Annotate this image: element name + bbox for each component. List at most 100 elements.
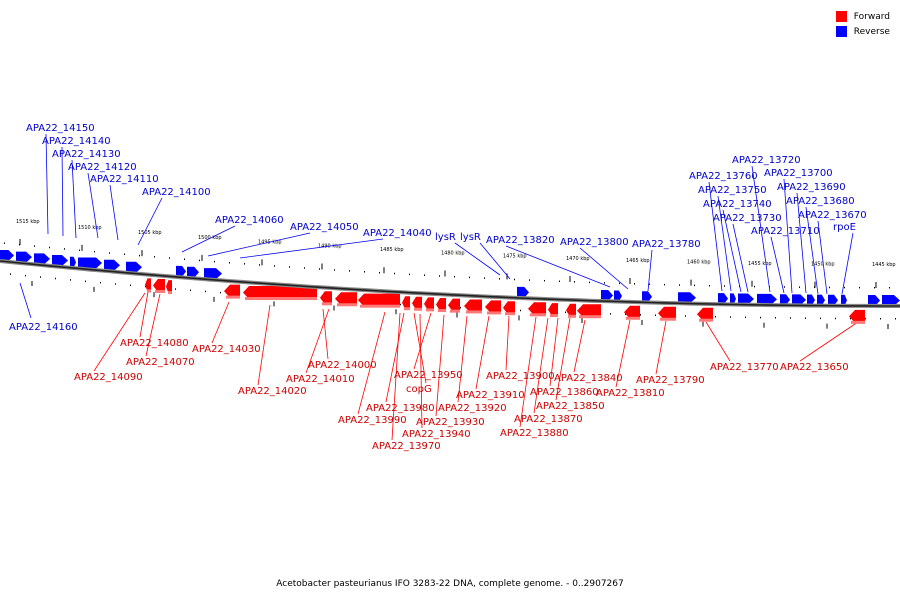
scale-dot-lower	[460, 306, 461, 309]
reverse-gene-box	[78, 257, 102, 269]
reverse-gene-box	[817, 294, 825, 306]
forward-gene-box	[503, 301, 515, 315]
scale-dot-lower	[895, 317, 896, 320]
forward-gene-box	[528, 302, 546, 316]
forward-leader-line	[139, 291, 149, 338]
scale-dot-upper	[559, 280, 560, 283]
reverse-gene-box	[204, 268, 222, 280]
scale-dot-upper	[694, 284, 695, 287]
reverse-gene-label: APA22_13780	[632, 239, 701, 250]
forward-gene-box	[697, 307, 713, 321]
reverse-leader-line	[61, 146, 64, 237]
forward-gene-label: APA22_13850	[536, 401, 605, 412]
legend-reverse: Reverse	[835, 24, 890, 39]
scale-dot-upper	[529, 279, 530, 281]
scale-label: 1450 kbp	[811, 262, 835, 268]
forward-leader-line	[211, 301, 230, 344]
forward-leader-line	[505, 315, 510, 371]
reverse-gene-label: APA22_14060	[215, 215, 284, 226]
forward-gene-box	[548, 303, 558, 317]
reverse-gene-label: APA22_14110	[90, 174, 159, 185]
gene-features	[0, 250, 900, 324]
forward-gene-shadow	[426, 308, 434, 312]
forward-gene-shadow	[322, 302, 332, 306]
reverse-gene-label: APA22_14150	[26, 123, 95, 134]
reverse-gene-label: APA22_13690	[777, 182, 846, 193]
forward-gene-label: APA22_14080	[120, 338, 189, 349]
scale-dot-upper	[499, 278, 500, 280]
scale-dot-upper	[454, 275, 455, 278]
reverse-leader-line	[109, 184, 119, 241]
scale-dot-upper	[319, 268, 320, 270]
scale-dot-upper	[214, 260, 215, 263]
scale-dot-upper	[724, 285, 725, 287]
forward-gene-shadow	[851, 320, 865, 324]
scale-dot-upper	[274, 265, 275, 267]
reverse-gene-box	[642, 291, 652, 303]
scale-dot-upper	[589, 281, 590, 284]
forward-gene-shadow	[438, 309, 446, 313]
scale-dot-upper	[574, 281, 575, 283]
forward-leader-line	[322, 308, 329, 360]
scale-dot-upper	[199, 259, 200, 262]
scale-dot-upper	[709, 284, 710, 287]
legend-forward: Forward	[835, 9, 890, 24]
scale-dot-upper	[49, 246, 50, 249]
forward-gene-shadow	[699, 318, 713, 322]
scale-dot-upper	[634, 283, 635, 285]
forward-gene-shadow	[168, 291, 172, 295]
reverse-gene-label: APA22_13670	[798, 210, 867, 221]
scale-dot-upper	[154, 256, 155, 258]
reverse-leader-line	[71, 159, 77, 239]
reverse-gene-label: APA22_14160	[9, 322, 78, 333]
scale-label: 1480 kbp	[441, 250, 465, 256]
forward-gene-box	[577, 304, 601, 318]
forward-gene-shadow	[155, 289, 165, 293]
genome-caption: Acetobacter pasteurianus IFO 3283-22 DNA…	[276, 579, 624, 589]
scale-dot-lower	[25, 274, 26, 277]
reverse-gene-box	[126, 261, 142, 273]
scale-dot-upper	[4, 242, 5, 244]
reverse-gene-label: APA22_14100	[142, 187, 211, 198]
gene-labels: APA22_14150 APA22_14140 APA22_14130 APA22_1…	[9, 123, 867, 452]
scale-dot-upper	[259, 264, 260, 266]
genome-backbone	[0, 259, 900, 308]
forward-leader-line	[799, 321, 859, 362]
reverse-leader-line	[87, 172, 99, 239]
forward-gene-box	[145, 278, 151, 292]
scale-label: 1460 kbp	[687, 260, 711, 266]
reverse-gene-box	[780, 294, 790, 306]
forward-leader-line	[457, 315, 468, 403]
forward-gene-label: APA22_13990	[338, 415, 407, 426]
forward-gene-label: APA22_14010	[286, 374, 355, 385]
forward-gene-box	[412, 296, 422, 310]
scale-dot-upper	[334, 269, 335, 271]
reverse-leader-line	[783, 178, 793, 294]
scale-dot-lower	[70, 279, 71, 281]
scale-dot-lower	[760, 316, 761, 319]
scale-dot-upper	[34, 245, 35, 247]
scale-label: 1475 kbp	[503, 253, 527, 259]
reverse-leader-line	[841, 232, 854, 295]
forward-leader-line	[305, 308, 330, 374]
forward-gene-box	[166, 280, 172, 294]
scale-dot-upper	[109, 252, 110, 254]
reverse-gene-box	[738, 293, 754, 305]
reverse-leader-line	[722, 209, 742, 293]
scale-dot-upper	[169, 257, 170, 259]
scale-dot-upper	[874, 286, 875, 289]
forward-gene-box	[624, 305, 640, 319]
reverse-gene-box	[868, 294, 880, 306]
reverse-leader-line	[579, 247, 629, 290]
scale-label: 1470 kbp	[566, 256, 590, 262]
reverse-gene-label: APA22_14040	[363, 228, 432, 239]
reverse-leader-line	[207, 232, 311, 257]
reverse-gene-box	[0, 250, 14, 261]
forward-leader-line	[549, 317, 559, 387]
legend-forward-swatch	[835, 11, 847, 22]
reverse-gene-box	[841, 294, 847, 306]
forward-gene-label: APA22_13970	[372, 441, 441, 452]
backbone-line	[0, 260, 900, 307]
